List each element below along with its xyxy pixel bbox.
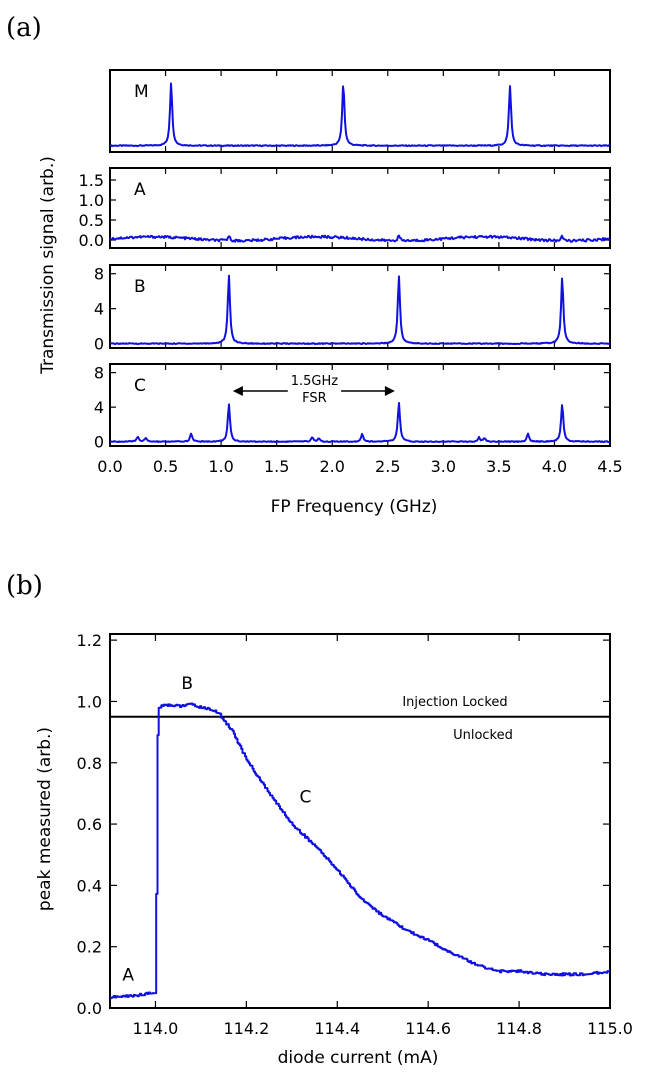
figure-label-b: (b) [6,571,43,601]
subplot-letter-M: M [134,82,149,102]
trace-A [109,234,611,243]
y-tick-label-C-2: 8 [94,364,104,383]
b-x-tick-label-2: 114.4 [314,1019,360,1038]
y-tick-label-B-0: 0 [94,335,104,354]
panel-b-y-axis-label: peak measured (arb.) [35,727,55,911]
y-tick-label-B-1: 4 [94,300,104,319]
subplot-frame-A [109,167,611,249]
y-tick-label-A-2: 1.0 [79,191,104,210]
point-label-B: B [181,674,193,694]
x-tick-label-a-5: 2.5 [375,457,400,476]
x-tick-label-a-6: 3.0 [431,457,456,476]
plot-frame-b [109,633,611,1009]
b-x-tick-label-1: 114.2 [223,1019,269,1038]
x-tick-label-a-3: 1.5 [264,457,289,476]
fsr-annotation-line1: 1.5GHz [291,374,339,389]
subplot-frame-M [109,69,611,153]
trace-B [110,274,610,346]
panel-b: 0.0 0.2 0.4 0.6 0.8 1.0 1.2 114.0 114.2 114.4 114.… [77,631,633,1038]
figure-label-a: (a) [6,13,42,43]
y-tick-label-A-0: 0.0 [79,231,104,250]
b-y-tick-label-6: 1.2 [77,631,102,650]
trace-C [109,402,611,444]
y-tick-label-C-1: 4 [94,398,104,417]
fsr-arrow-left-head [232,386,243,396]
injection-locked-label: Injection Locked [402,695,507,710]
point-label-A: A [122,965,134,985]
y-tick-label-C-0: 0 [94,433,104,452]
panel-a-y-axis-label: Transmission signal (arb.) [38,156,58,375]
b-x-tick-label-0: 114.0 [133,1019,179,1038]
subplot-letter-C: C [134,376,146,396]
b-y-tick-label-3: 0.6 [77,815,102,834]
x-tick-label-a-7: 3.5 [486,457,511,476]
subplot-frame-C [109,363,611,447]
point-label-C: C [300,788,312,808]
x-tick-label-a-9: 4.5 [597,457,622,476]
panel-a-x-axis-label: FP Frequency (GHz) [271,497,438,517]
fsr-arrow-right-head [384,386,395,396]
trace-M [109,82,611,148]
diode-current-trace [110,702,610,1000]
x-tick-label-a-1: 0.5 [153,457,178,476]
b-y-tick-label-0: 0.0 [77,999,102,1018]
b-x-tick-label-4: 114.8 [496,1019,542,1038]
panel-b-x-axis-label: diode current (mA) [278,1048,439,1068]
b-y-tick-label-5: 1.0 [77,692,102,711]
b-y-tick-label-4: 0.8 [77,754,102,773]
fsr-annotation-line2: FSR [302,391,327,406]
b-x-tick-label-5: 115.0 [587,1019,633,1038]
x-tick-label-a-8: 4.0 [542,457,567,476]
subplot-letter-B: B [134,277,146,297]
x-tick-label-a-0: 0.0 [97,457,122,476]
b-y-tick-label-2: 0.4 [77,876,102,895]
b-y-tick-label-1: 0.2 [77,938,102,957]
y-tick-label-A-1: 0.5 [79,211,104,230]
y-tick-label-B-2: 8 [94,265,104,284]
x-tick-label-a-2: 1.0 [208,457,233,476]
x-tick-label-a-4: 2.0 [319,457,344,476]
y-tick-label-A-3: 1.5 [79,171,104,190]
b-x-tick-label-3: 114.6 [405,1019,451,1038]
subplot-frame-B [109,264,611,349]
unlocked-label: Unlocked [453,728,513,743]
subplot-letter-A: A [134,180,146,200]
